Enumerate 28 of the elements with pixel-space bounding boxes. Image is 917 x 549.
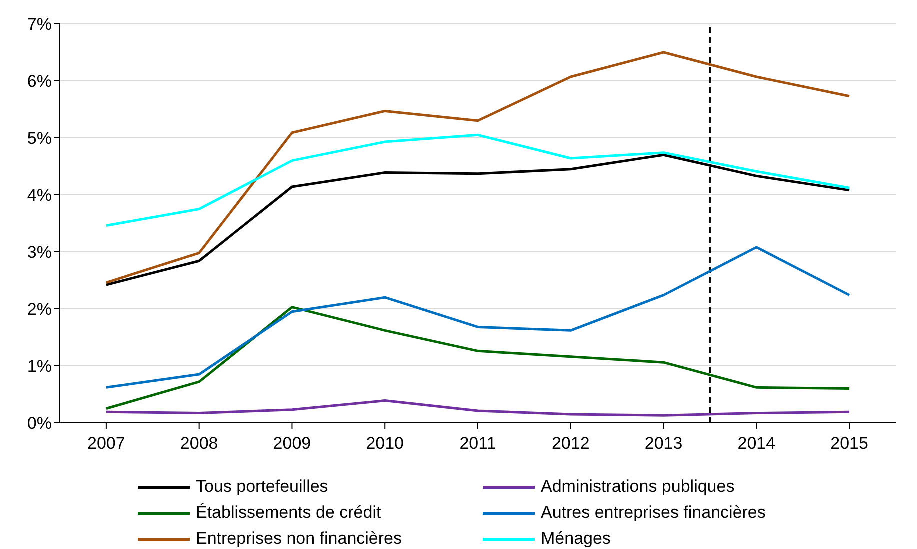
y-tick-label: 1%	[27, 357, 52, 376]
y-tick-label: 4%	[27, 186, 52, 206]
y-tick-label: 7%	[27, 15, 52, 34]
x-tick-label: 2010	[366, 434, 404, 454]
line-series	[105, 306, 851, 410]
x-tick-label: 2014	[738, 434, 776, 454]
y-tick-label: 0%	[27, 414, 52, 434]
y-tick-label: 5%	[27, 129, 52, 148]
x-tick-label: 2009	[273, 434, 312, 454]
x-tick-label: 2013	[644, 434, 683, 454]
line-series	[105, 246, 851, 389]
x-tick-label: 2012	[552, 434, 590, 454]
line-series	[105, 400, 851, 417]
legend-label: Ménages	[541, 529, 611, 549]
legend-label: Entreprises non financières	[196, 529, 402, 549]
x-tick-label: 2015	[830, 434, 868, 454]
x-tick-label: 2008	[180, 434, 218, 454]
x-tick-label: 2007	[88, 434, 126, 454]
y-tick-label: 6%	[27, 72, 52, 92]
legend-label: Administrations publiques	[541, 477, 735, 497]
legend-label: Autres entreprises financières	[541, 503, 766, 523]
line-series	[105, 134, 851, 228]
y-tick-label: 3%	[27, 243, 52, 262]
legend-label: Établissements de crédit	[196, 503, 382, 523]
legend-label: Tous portefeuilles	[196, 477, 328, 497]
x-tick-label: 2011	[460, 434, 496, 454]
line-series	[105, 51, 851, 284]
y-tick-label: 2%	[27, 300, 52, 320]
